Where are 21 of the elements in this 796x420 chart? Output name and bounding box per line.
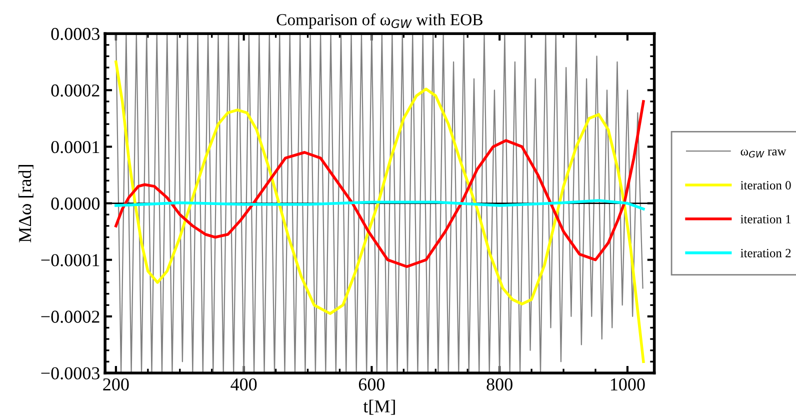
- x-tick-label: 400: [230, 378, 257, 391]
- y-tick-label: 0.0000: [51, 198, 100, 210]
- y-tick-label: 0.0002: [51, 84, 100, 97]
- x-axis-title: t[M]: [363, 400, 395, 415]
- legend-label: ω$_{GW}$ raw: [740, 149, 786, 158]
- y-axis-title: MΔω [rad]: [18, 165, 34, 242]
- chart-title: Comparison of ω$_{GW}$ with EOB: [276, 13, 482, 29]
- x-tick-label: 1000: [610, 378, 645, 391]
- legend-label: iteration 0: [740, 181, 791, 190]
- y-tick-label: 0.0003: [51, 28, 100, 40]
- line-series: [114, 199, 645, 210]
- x-tick-label: 600: [358, 378, 385, 391]
- legend-label: iteration 2: [740, 248, 791, 258]
- line-series: [114, 100, 645, 268]
- x-tick-label: 800: [486, 378, 512, 391]
- legend-label: iteration 1: [740, 215, 791, 224]
- x-tick-label: 200: [103, 378, 129, 391]
- y-tick-label: −0.0003: [41, 367, 100, 380]
- y-tick-label: −0.0002: [41, 310, 100, 323]
- y-tick-label: 0.0001: [51, 140, 100, 154]
- y-tick-label: −0.0001: [41, 254, 100, 266]
